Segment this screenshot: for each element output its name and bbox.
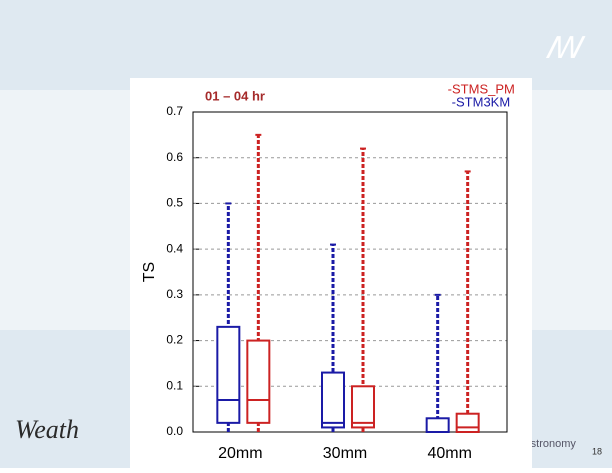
x-tick-label: 30mm [323, 445, 367, 462]
chart-title: 01 – 04 hr [205, 88, 265, 103]
y-tick-label: 0.6 [166, 150, 183, 164]
y-tick-label: 0.4 [166, 241, 183, 255]
box [455, 412, 480, 434]
x-tick-label: 40mm [427, 445, 471, 462]
box [246, 339, 271, 424]
y-tick-label: 0.5 [166, 196, 183, 210]
y-tick-label: 0.7 [166, 104, 183, 118]
y-tick-label: 0.0 [166, 424, 183, 438]
x-tick-label: 20mm [218, 445, 262, 462]
legend-dash: - [452, 94, 456, 109]
box [425, 417, 450, 433]
y-tick-label: 0.3 [166, 287, 183, 301]
legend-dash: - [448, 81, 452, 96]
plot-frame [192, 111, 508, 433]
legend-entry: STM3KM [456, 94, 510, 109]
y-tick-label: 0.1 [166, 378, 183, 392]
footer-left: Weath [15, 415, 79, 444]
box [216, 325, 241, 424]
page-number: 18 [592, 446, 602, 456]
box [321, 371, 345, 429]
plot: 0.0 0.1 0.2 0.3 0.4 0.5 0.6 0.7 20mm 30mm 40mm - STM… [166, 81, 515, 462]
y-axis-label: TS [141, 262, 158, 282]
y-tick-label: 0.2 [166, 333, 183, 347]
logo: ꟿ [545, 32, 586, 65]
legend-entry: STMS_PM [452, 81, 515, 96]
box [351, 385, 375, 429]
